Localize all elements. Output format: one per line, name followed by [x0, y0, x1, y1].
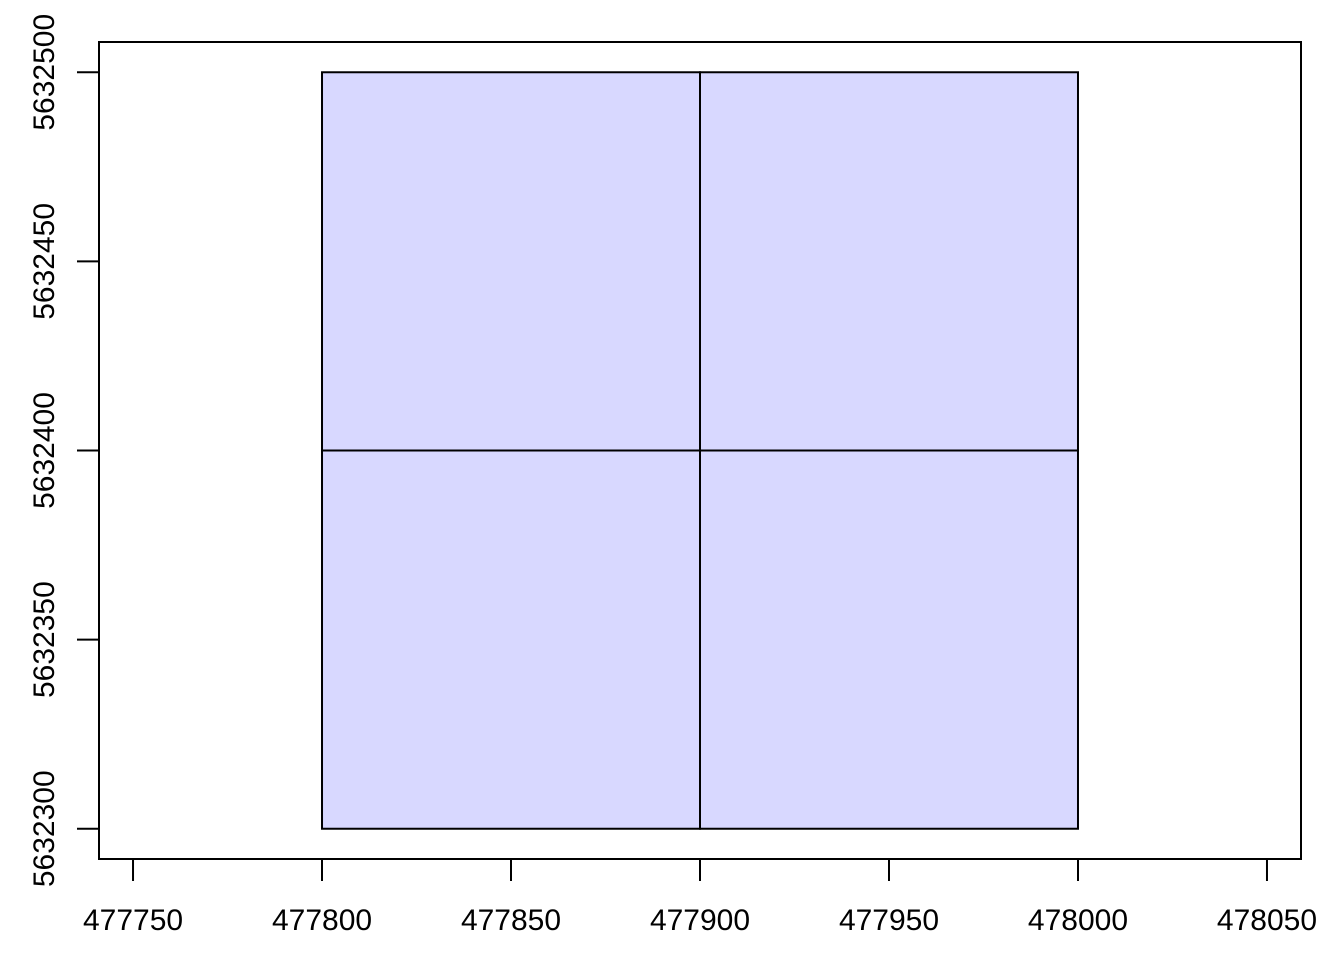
grid-cell-4 [699, 449, 1079, 830]
y-tick-label: 5632400 [28, 392, 61, 509]
grid-cell-3 [321, 449, 701, 830]
y-tick-label: 5632350 [28, 581, 61, 698]
x-tick-label: 477850 [461, 904, 561, 937]
y-tick-label: 5632500 [28, 14, 61, 131]
x-tick-label: 478000 [1028, 904, 1128, 937]
grid-cell-2 [699, 71, 1079, 452]
grid-cell-1 [321, 71, 701, 452]
x-tick-label: 477900 [650, 904, 750, 937]
x-tick-label: 477750 [83, 904, 183, 937]
cells-layer [321, 71, 1079, 830]
x-tick-label: 477800 [272, 904, 372, 937]
y-tick-label: 5632450 [28, 203, 61, 320]
x-tick-label: 478050 [1217, 904, 1317, 937]
y-axis: 5632300 5632350 5632400 5632450 5632500 [28, 14, 100, 887]
x-axis: 477750 477800 477850 477900 477950 478000 4780… [83, 858, 1317, 937]
x-tick-label: 477950 [839, 904, 939, 937]
y-tick-label: 5632300 [28, 770, 61, 887]
